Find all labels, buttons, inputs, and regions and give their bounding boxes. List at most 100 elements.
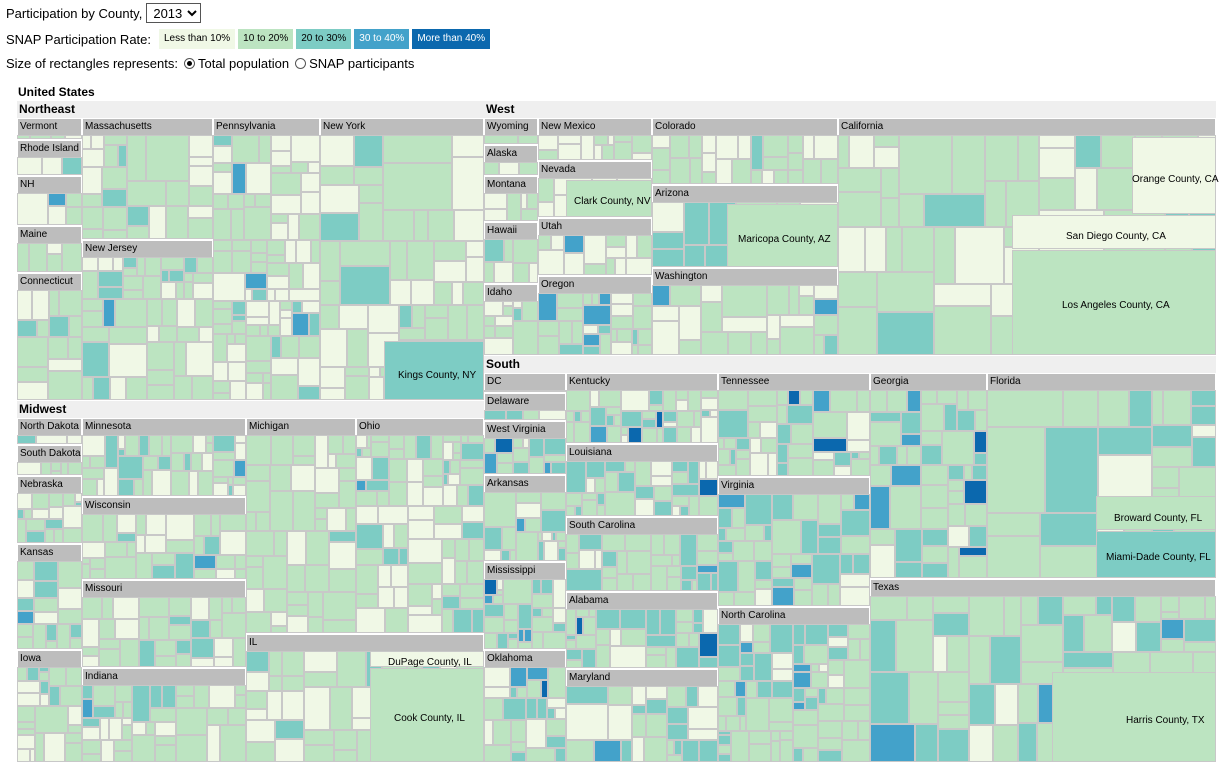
- county-cell[interactable]: [123, 702, 132, 718]
- county-cell[interactable]: [794, 590, 812, 606]
- county-cell[interactable]: [748, 390, 777, 406]
- county-cell[interactable]: [579, 534, 602, 550]
- county-cell[interactable]: [280, 301, 292, 310]
- county-cell[interactable]: [780, 731, 793, 740]
- county-cell[interactable]: [63, 493, 75, 506]
- county-cell[interactable]: [870, 486, 890, 529]
- county-cell[interactable]: [68, 706, 82, 725]
- county-cell[interactable]: [356, 480, 366, 491]
- state-header-washington[interactable]: Washington: [652, 268, 838, 285]
- county-cell[interactable]: [127, 181, 166, 206]
- county-cell[interactable]: [651, 566, 667, 591]
- county-cell[interactable]: [45, 519, 63, 529]
- county-cell[interactable]: [176, 640, 191, 654]
- county-cell[interactable]: [354, 167, 383, 185]
- county-cell[interactable]: [399, 548, 408, 565]
- county-cell[interactable]: [957, 390, 968, 410]
- county-cell[interactable]: [667, 740, 674, 755]
- county-cell[interactable]: [1021, 625, 1063, 662]
- county-cell[interactable]: [323, 620, 356, 633]
- county-cell[interactable]: [58, 588, 82, 609]
- state-header-west-virginia[interactable]: West Virginia: [484, 421, 566, 438]
- county-cell[interactable]: [191, 658, 214, 667]
- state-header-maryland[interactable]: Maryland: [566, 669, 718, 686]
- county-cell[interactable]: [235, 435, 246, 443]
- county-cell[interactable]: [484, 720, 493, 745]
- county-cell[interactable]: [1097, 168, 1135, 210]
- county-cell[interactable]: [123, 290, 143, 299]
- county-cell[interactable]: [389, 435, 404, 449]
- state-header-utah[interactable]: Utah: [538, 218, 652, 235]
- county-cell[interactable]: [818, 688, 826, 704]
- county-cell[interactable]: [516, 518, 525, 532]
- county-cell[interactable]: [176, 282, 184, 299]
- county-cell[interactable]: [315, 468, 339, 493]
- county-cell[interactable]: [222, 613, 246, 638]
- county-cell[interactable]: [213, 393, 230, 400]
- county-cell[interactable]: [686, 686, 698, 707]
- county-cell[interactable]: [606, 247, 626, 258]
- county-cell[interactable]: [296, 240, 311, 263]
- county-cell[interactable]: [123, 276, 143, 290]
- county-cell[interactable]: [718, 667, 740, 681]
- county-cell[interactable]: [755, 589, 772, 606]
- county-cell[interactable]: [82, 327, 109, 342]
- county-cell[interactable]: [718, 390, 748, 410]
- county-cell[interactable]: [767, 285, 789, 315]
- county-cell[interactable]: [842, 721, 858, 740]
- county-cell[interactable]: [656, 411, 663, 428]
- county-cell[interactable]: [432, 584, 442, 599]
- county-cell[interactable]: [566, 649, 582, 660]
- county-cell[interactable]: [293, 456, 315, 465]
- county-cell[interactable]: [390, 241, 407, 280]
- county-cell[interactable]: [646, 699, 667, 714]
- county-cell[interactable]: [682, 740, 699, 762]
- county-cell[interactable]: [197, 257, 213, 273]
- county-cell[interactable]: [596, 609, 620, 629]
- county-cell[interactable]: [378, 506, 408, 524]
- county-cell[interactable]: [566, 640, 576, 649]
- county-cell[interactable]: [47, 243, 62, 254]
- county-cell[interactable]: [748, 422, 760, 438]
- county-cell[interactable]: [1021, 596, 1038, 625]
- county-cell[interactable]: [356, 435, 367, 448]
- county-cell[interactable]: [667, 755, 682, 762]
- county-cell[interactable]: [793, 725, 818, 748]
- county-cell[interactable]: [767, 339, 780, 355]
- county-cell[interactable]: [625, 461, 635, 472]
- county-cell[interactable]: [969, 596, 1004, 636]
- county-cell[interactable]: [293, 435, 315, 456]
- county-cell[interactable]: [566, 704, 608, 740]
- county-cell[interactable]: [391, 565, 408, 587]
- state-header-maine[interactable]: Maine: [17, 226, 82, 243]
- county-cell[interactable]: [649, 390, 663, 405]
- county-cell[interactable]: [158, 456, 171, 470]
- county-cell[interactable]: [378, 565, 391, 587]
- county-cell[interactable]: [41, 462, 51, 475]
- county-cell[interactable]: [216, 555, 235, 569]
- county-cell[interactable]: [49, 316, 69, 337]
- county-cell[interactable]: [434, 261, 466, 282]
- county-cell[interactable]: [1129, 390, 1152, 427]
- county-cell[interactable]: [209, 685, 235, 708]
- county-cell[interactable]: [576, 635, 596, 649]
- county-cell[interactable]: [870, 465, 891, 486]
- state-header-rhode-island[interactable]: Rhode Island: [17, 140, 82, 157]
- county-cell[interactable]: [532, 632, 543, 649]
- county-cell[interactable]: [213, 194, 228, 209]
- county-cell[interactable]: [922, 546, 948, 563]
- county-cell[interactable]: [768, 453, 777, 476]
- county-cell[interactable]: [216, 569, 235, 579]
- county-cell[interactable]: [103, 299, 115, 327]
- county-cell[interactable]: [764, 525, 772, 541]
- county-cell[interactable]: [275, 720, 304, 739]
- county-cell[interactable]: [82, 135, 91, 149]
- county-cell[interactable]: [356, 448, 362, 457]
- county-cell[interactable]: [169, 597, 191, 616]
- county-cell[interactable]: [404, 435, 416, 459]
- county-cell[interactable]: [583, 346, 600, 355]
- county-cell[interactable]: [745, 525, 764, 541]
- state-header-massachusetts[interactable]: Massachusetts: [82, 118, 213, 135]
- county-cell[interactable]: [17, 580, 34, 598]
- county-cell[interactable]: [26, 531, 45, 543]
